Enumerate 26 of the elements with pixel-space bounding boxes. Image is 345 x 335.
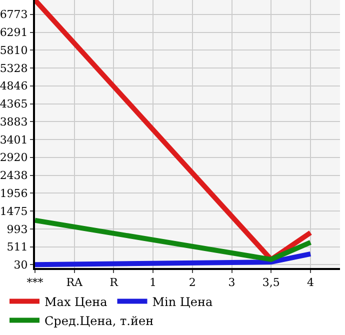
x-tick-label: 4 bbox=[306, 276, 314, 290]
x-tick-label: 3,5 bbox=[262, 276, 280, 290]
y-tick-label: 4365 bbox=[0, 98, 28, 111]
legend-label: Сред.Цена, т.йен bbox=[44, 314, 154, 328]
legend-label: Max Цена bbox=[44, 294, 108, 309]
y-tick-label: 4846 bbox=[0, 80, 28, 93]
y-tick-label: 3883 bbox=[0, 115, 28, 128]
y-tick-label: 3401 bbox=[0, 133, 28, 146]
y-tick-label: 5328 bbox=[0, 62, 28, 75]
x-tick-label: 1 bbox=[150, 276, 157, 290]
y-tick-label: 2438 bbox=[0, 169, 28, 182]
x-tick-label: 2 bbox=[188, 276, 196, 290]
y-tick-label: 1956 bbox=[0, 187, 28, 200]
y-tick-label: 511 bbox=[6, 240, 28, 254]
x-tick-label: RA bbox=[66, 276, 84, 290]
y-tick-label: 6773 bbox=[0, 8, 28, 22]
legend-label: Min Цена bbox=[152, 294, 213, 309]
x-tick-label: *** bbox=[26, 276, 44, 290]
y-tick-label: 993 bbox=[6, 222, 28, 236]
y-tick-label: 5810 bbox=[0, 44, 28, 57]
y-tick-label: 6291 bbox=[0, 26, 28, 40]
y-tick-label: 30 bbox=[14, 258, 28, 272]
x-tick-label: R bbox=[110, 276, 119, 290]
y-tick-label: 1475 bbox=[0, 204, 28, 218]
y-tick-label: 2920 bbox=[0, 151, 28, 164]
x-tick-label: 3 bbox=[228, 276, 236, 290]
